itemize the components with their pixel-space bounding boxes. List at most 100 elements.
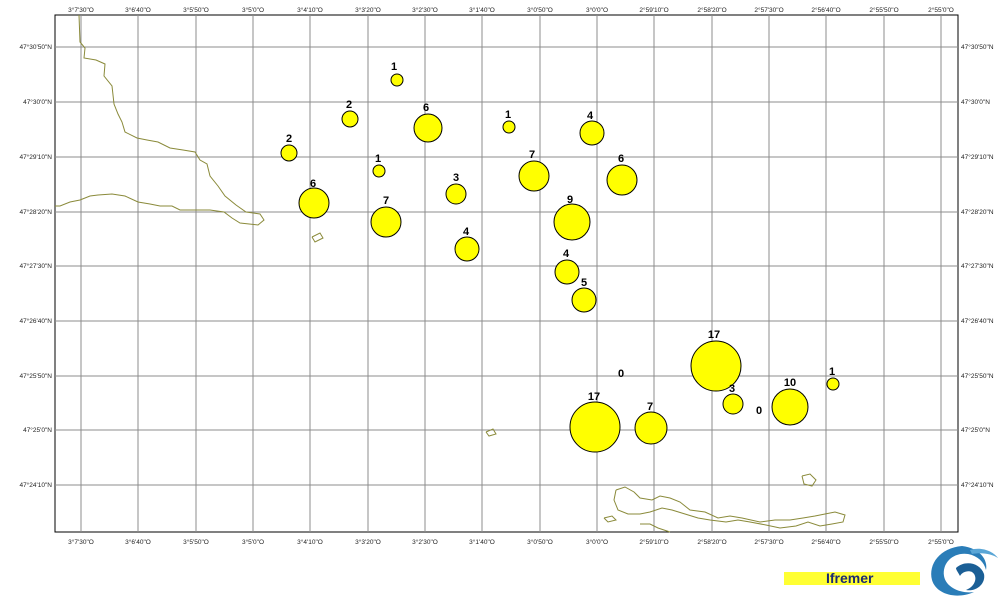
top-tick-label: 2°58'20"O [697,6,726,14]
bottom-tick-label: 3°5'50"O [183,538,209,546]
coastline-segment [640,523,671,533]
station-count-label: 9 [567,194,573,206]
station-count-label: 6 [618,153,624,165]
top-tick-label: 3°1'40"O [469,6,495,14]
station-count-label: 17 [708,329,720,341]
left-tick-label: 47°24'10"N [19,481,52,489]
ifremer-logo: Ifremer [780,540,1004,600]
station-count-label: 0 [618,368,624,380]
bottom-tick-label: 3°5'0"O [242,538,264,546]
station-circle [553,203,591,241]
station-count-label: 1 [505,109,511,121]
bottom-tick-label: 3°3'20"O [355,538,381,546]
station-count-label: 3 [453,172,459,184]
right-tick-label: 47°24'10"N [961,481,994,489]
station-circle [771,388,809,426]
left-tick-label: 47°30'0"N [23,98,52,106]
coastline [55,14,846,533]
station-count-label: 1 [829,366,835,378]
top-tick-label: 2°55'50"O [869,6,898,14]
left-tick-label: 47°28'20"N [19,208,52,216]
right-tick-label: 47°30'0"N [961,98,990,106]
coastline-segment [801,473,817,487]
top-tick-label: 3°5'0"O [242,6,264,14]
bottom-tick-label: 2°55'0"O [928,538,954,546]
station-circle [571,287,597,313]
right-tick-label: 47°25'0"N [961,426,990,434]
bottom-tick-label: 3°0'0"O [586,538,608,546]
station-count-label: 4 [463,226,470,238]
left-tick-label: 47°26'40"N [19,317,52,325]
bottom-tick-label: 2°56'40"O [811,538,840,546]
station-circle [569,401,621,453]
station-circle [722,393,744,415]
bottom-tick-label: 3°2'30"O [412,538,438,546]
coastline-segment [55,14,265,226]
left-tick-label: 47°27'30"N [19,262,52,270]
station-count-label: 6 [423,102,429,114]
right-tick-label: 47°27'30"N [961,262,994,270]
station-circle [634,411,668,445]
logo-yellow-bar [784,572,920,585]
station-circle [826,377,840,391]
coastline-segment [311,232,324,243]
bottom-tick-label: 2°58'20"O [697,538,726,546]
top-tick-label: 3°3'20"O [355,6,381,14]
station-circle [413,113,443,143]
top-tick-label: 2°59'10"O [639,6,668,14]
bottom-tick-label: 3°1'40"O [469,538,495,546]
station-count-label: 1 [391,61,397,73]
bottom-tick-label: 3°7'30"O [68,538,94,546]
logo-text: Ifremer [826,570,874,586]
right-tick-label: 47°30'50"N [961,43,994,51]
station-circle [606,164,638,196]
station-count-label: 7 [529,149,535,161]
coastline-segment [603,515,617,523]
station-circle [690,340,742,392]
left-tick-label: 47°25'0"N [23,426,52,434]
top-tick-label: 3°7'30"O [68,6,94,14]
station-circle [370,206,402,238]
station-count-label: 6 [310,178,316,190]
bottom-tick-label: 2°57'30"O [754,538,783,546]
station-count-label: 4 [587,110,594,122]
bottom-tick-label: 3°0'50"O [527,538,553,546]
right-tick-label: 47°29'10"N [961,153,994,161]
station-count-label: 10 [784,377,796,389]
station-count-label: 2 [346,99,352,111]
station-count-label: 0 [756,405,762,417]
right-tick-label: 47°28'20"N [961,208,994,216]
bottom-tick-label: 2°55'50"O [869,538,898,546]
station-count-label: 3 [729,383,735,395]
graticule [55,15,958,532]
top-tick-label: 3°4'10"O [297,6,323,14]
station-circle [445,183,467,205]
bottom-tick-label: 3°4'10"O [297,538,323,546]
left-tick-label: 47°29'10"N [19,153,52,161]
station-circle [341,110,359,128]
station-circle [454,236,480,262]
station-circle [502,120,516,134]
coastline-segment [613,486,846,529]
station-count-label: 4 [563,248,570,260]
top-tick-label: 3°0'50"O [527,6,553,14]
top-tick-label: 3°0'0"O [586,6,608,14]
station-circle [554,259,580,285]
top-tick-label: 2°55'0"O [928,6,954,14]
map-frame [54,14,959,533]
coordinate-labels: 3°7'30"O 3°6'40"O 3°5'50"O 3°5'0"O 3°4'10"O 3… [19,6,993,546]
station-count-label: 5 [581,277,587,289]
top-tick-label: 2°57'30"O [754,6,783,14]
top-tick-label: 3°6'40"O [125,6,151,14]
station-count-label: 17 [588,391,600,403]
top-tick-label: 3°5'50"O [183,6,209,14]
bottom-tick-label: 2°59'10"O [639,538,668,546]
ifremer-swirl-icon [931,546,998,596]
left-tick-label: 47°25'50"N [19,372,52,380]
coastline-segment [485,428,497,437]
station-circle [518,160,550,192]
station-count-label: 2 [286,133,292,145]
station-circle [280,144,298,162]
top-tick-label: 3°2'30"O [412,6,438,14]
